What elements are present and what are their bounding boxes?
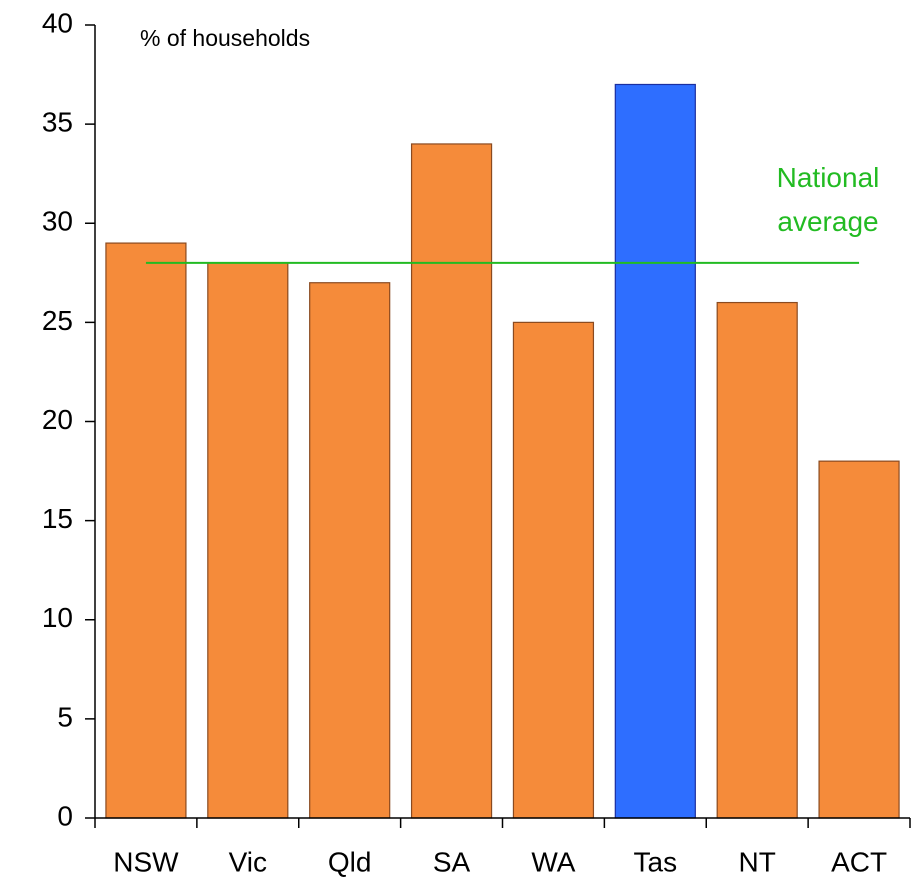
y-tick-label: 30	[42, 206, 73, 237]
x-tick-label: ACT	[831, 846, 887, 877]
bar	[818, 460, 900, 819]
x-tick-label: NT	[739, 846, 776, 877]
y-tick-label: 35	[42, 107, 73, 138]
bar	[105, 242, 187, 819]
y-tick-label: 15	[42, 503, 73, 534]
bar	[410, 143, 493, 819]
bar	[614, 83, 696, 819]
x-tick-label: SA	[433, 846, 471, 877]
y-axis-label: % of households	[140, 25, 310, 51]
bar	[716, 301, 798, 819]
reference-line-label: National average	[776, 162, 880, 237]
y-tick-label: 5	[57, 701, 73, 732]
bar	[309, 282, 391, 819]
x-tick-label: NSW	[113, 846, 179, 877]
y-tick-label: 10	[42, 602, 73, 633]
y-tick-label: 0	[57, 800, 73, 831]
y-tick-label: 20	[42, 404, 73, 435]
x-tick-label: Qld	[328, 846, 372, 877]
bar	[512, 321, 595, 819]
y-tick-label: 25	[42, 305, 73, 336]
bar	[207, 262, 289, 819]
x-tick-label: Tas	[634, 846, 678, 877]
x-tick-label: Vic	[229, 846, 267, 877]
y-tick-label: 40	[42, 7, 73, 38]
x-tick-label: WA	[531, 846, 575, 877]
